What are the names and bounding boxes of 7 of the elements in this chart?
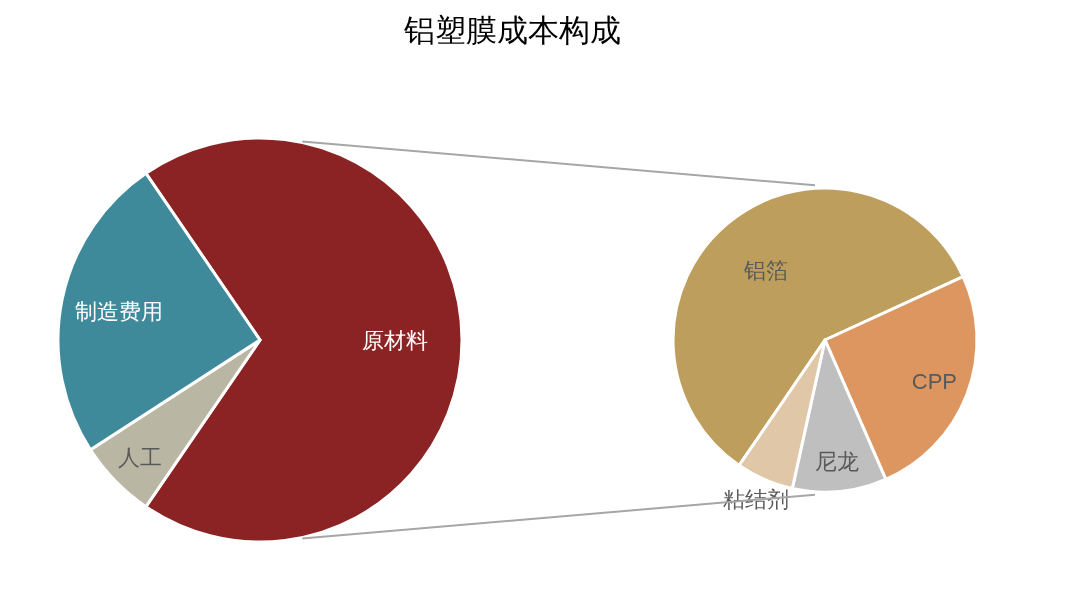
slice-label: 尼龙 <box>814 448 859 474</box>
slice-label: 原材料 <box>362 327 429 353</box>
slice-label: CPP <box>911 369 958 395</box>
slice-label: 铝箔 <box>743 257 789 283</box>
slice-label: 人工 <box>118 444 162 470</box>
chart-title: 铝塑膜成本构成 <box>402 12 621 48</box>
slice-label: 制造费用 <box>75 299 164 325</box>
